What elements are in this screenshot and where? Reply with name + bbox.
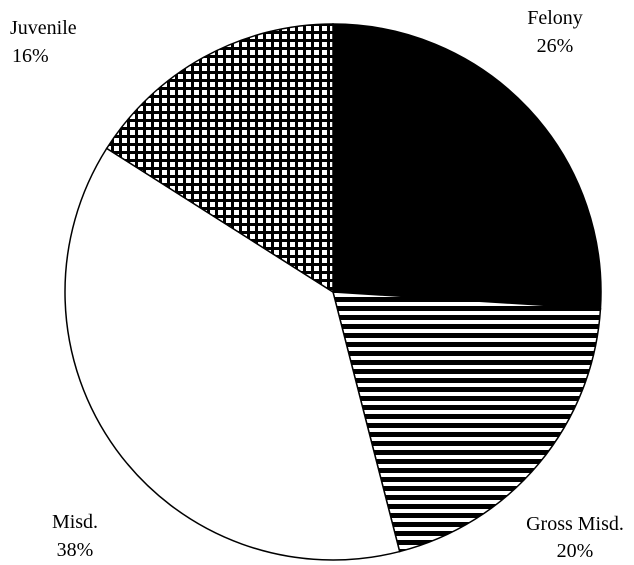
- pie-slice: [332, 23, 602, 310]
- slice-label: Gross Misd.: [526, 513, 624, 535]
- slice-label: Felony: [527, 7, 583, 29]
- pie-slice: [64, 147, 401, 561]
- pie-slice: [332, 291, 602, 553]
- slice-value-label: 26%: [537, 35, 574, 57]
- slice-label: Misd.: [52, 511, 98, 533]
- slice-label: Juvenile: [10, 17, 77, 39]
- pie-slice: [105, 23, 334, 294]
- slice-value-label: 20%: [557, 540, 594, 562]
- slice-value-label: 38%: [57, 539, 94, 561]
- slice-value-label: 16%: [12, 45, 49, 67]
